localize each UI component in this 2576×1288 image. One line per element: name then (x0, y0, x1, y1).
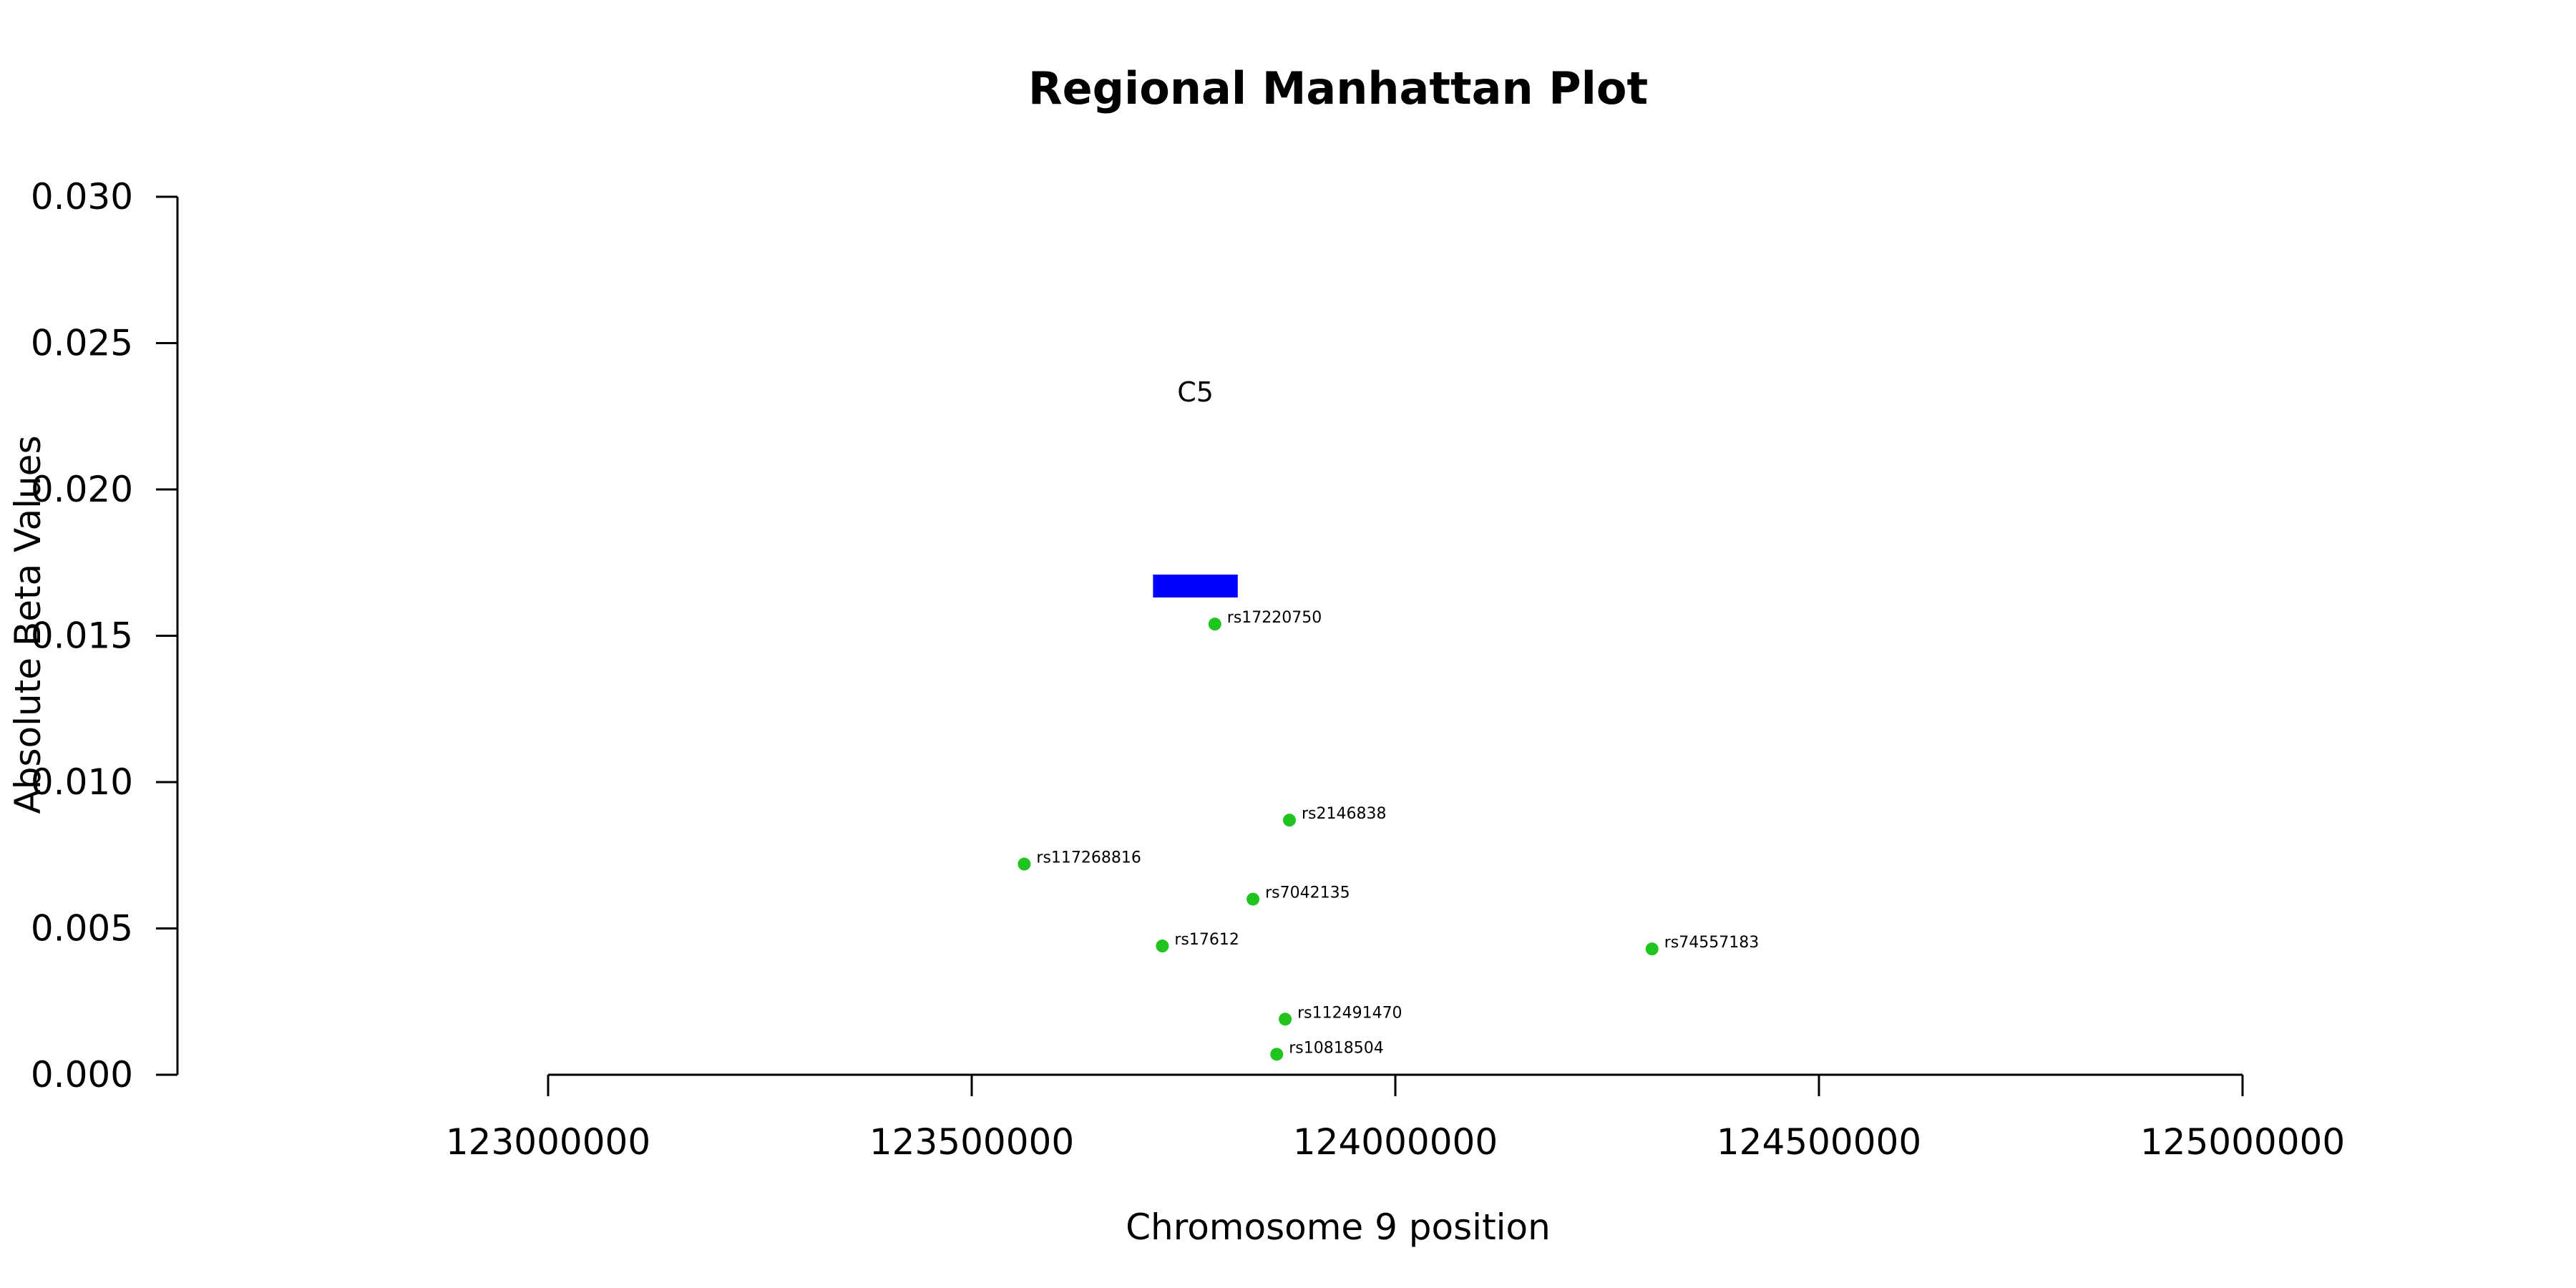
x-tick-label: 123000000 (446, 1121, 650, 1163)
x-tick-label: 124000000 (1293, 1121, 1498, 1163)
snp-point (1270, 1048, 1284, 1061)
snp-point (1283, 814, 1296, 827)
snp-label: rs112491470 (1297, 1004, 1402, 1022)
y-tick-label: 0.020 (31, 469, 133, 510)
y-tick-label: 0.010 (31, 761, 133, 803)
gene-bar (1153, 574, 1238, 597)
snp-label: rs17220750 (1227, 609, 1322, 627)
snp-point (1246, 892, 1260, 906)
gene-track: C5 (1153, 376, 1238, 597)
snp-point (1645, 942, 1659, 956)
y-axis-label: Absolute Beta Values (7, 436, 49, 814)
snp-point (1279, 1013, 1292, 1026)
x-tick-label: 125000000 (2140, 1121, 2345, 1163)
y-tick-label: 0.000 (31, 1054, 133, 1096)
y-tick-label: 0.015 (31, 615, 133, 657)
x-tick-label: 124500000 (1717, 1121, 1921, 1163)
x-axis-ticks: 123000000 123500000 124000000 124500000 1250… (446, 1075, 2345, 1163)
snp-label: rs10818504 (1289, 1039, 1383, 1057)
y-tick-label: 0.030 (31, 176, 133, 218)
snp-label: rs17612 (1174, 931, 1239, 949)
snp-points: rs17220750 rs2146838 rs117268816 rs7042135 r… (1018, 609, 1759, 1061)
y-tick-label: 0.005 (31, 908, 133, 950)
snp-label: rs117268816 (1036, 849, 1141, 867)
snp-point (1156, 940, 1169, 953)
snp-point (1018, 857, 1031, 871)
snp-point (1208, 618, 1221, 631)
snp-label: rs74557183 (1664, 934, 1759, 952)
x-axis-label: Chromosome 9 position (1126, 1206, 1551, 1248)
chart-title: Regional Manhattan Plot (1028, 62, 1648, 114)
x-tick-label: 123500000 (869, 1121, 1074, 1163)
snp-label: rs7042135 (1265, 884, 1350, 902)
gene-label: C5 (1177, 376, 1214, 408)
y-tick-label: 0.025 (31, 323, 133, 364)
snp-label: rs2146838 (1302, 805, 1387, 823)
y-axis-ticks: 0.000 0.005 0.010 0.015 0.020 0.025 0.030 (31, 176, 177, 1096)
